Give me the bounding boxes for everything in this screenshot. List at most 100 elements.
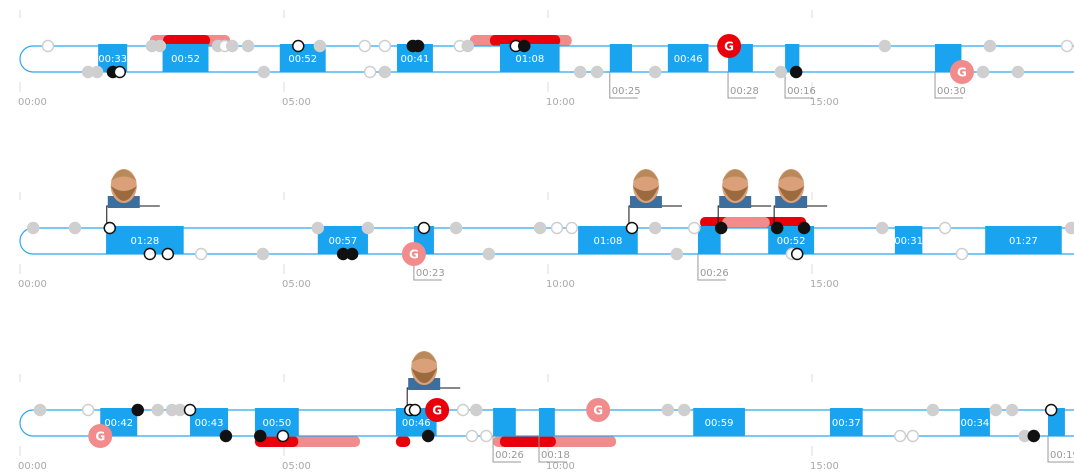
event-dot <box>677 403 691 417</box>
event-dot <box>461 39 474 53</box>
event-dot <box>573 65 587 79</box>
block-label: 01:28 <box>130 236 159 247</box>
goal-label: G <box>724 40 734 54</box>
event-dot <box>875 221 889 235</box>
event-dot <box>1027 429 1041 443</box>
block-label: 00:33 <box>98 54 127 65</box>
event-dot <box>257 65 271 79</box>
block-label: 00:41 <box>401 54 430 65</box>
event-dot <box>292 39 305 53</box>
event-dot <box>131 403 144 417</box>
block-label: 00:18 <box>541 450 570 461</box>
player-line <box>406 387 461 407</box>
event-dot <box>517 39 531 53</box>
event-dot <box>983 39 997 53</box>
block <box>493 408 516 436</box>
event-dot <box>241 39 255 53</box>
callout <box>609 72 638 99</box>
block-label: 00:31 <box>894 236 923 247</box>
player <box>773 169 828 225</box>
event-dot <box>1060 39 1074 53</box>
event-dot <box>358 39 372 53</box>
event-dot <box>955 247 969 261</box>
hair <box>722 169 749 181</box>
block <box>894 226 923 254</box>
beard <box>632 186 659 201</box>
block-label: 00:50 <box>262 418 291 429</box>
block-label: 00:42 <box>104 418 133 429</box>
event-dot <box>219 429 233 443</box>
goal <box>88 424 113 448</box>
event-dot <box>770 221 784 235</box>
event-dot <box>183 403 197 417</box>
event-dot <box>143 247 157 261</box>
hair <box>411 351 438 363</box>
x-tick-label: 05:00 <box>282 461 311 472</box>
callout <box>784 72 814 99</box>
event-dot <box>411 39 425 53</box>
block-label: 00:26 <box>495 450 524 461</box>
x-tick-label: 15:00 <box>810 461 839 472</box>
possession-bar <box>722 217 770 228</box>
player-line <box>628 205 682 225</box>
event-dot <box>469 403 483 417</box>
event-dot <box>774 65 788 79</box>
event-dot <box>161 247 175 261</box>
event-dot <box>893 429 907 443</box>
block-label: 01:27 <box>1009 236 1038 247</box>
event-dot <box>976 65 990 79</box>
track <box>19 45 1074 73</box>
block-label: 00:23 <box>416 268 445 279</box>
event-dot <box>41 39 55 53</box>
event-dot <box>625 221 639 235</box>
beard <box>722 186 749 201</box>
block <box>539 408 555 436</box>
goal <box>425 398 450 422</box>
event-dot <box>1005 403 1019 417</box>
beard <box>110 186 137 201</box>
callout <box>538 436 568 463</box>
x-tick-label: 00:00 <box>18 279 47 290</box>
callout <box>697 254 726 281</box>
x-tick-label: 15:00 <box>810 97 839 108</box>
x-tick-label: 05:00 <box>282 279 311 290</box>
callout <box>934 72 964 99</box>
event-dot <box>926 403 940 417</box>
possession-bar <box>163 35 211 46</box>
event-dot <box>688 221 701 235</box>
event-dot <box>408 403 422 417</box>
player <box>406 351 461 407</box>
event-dot <box>789 65 803 79</box>
event-dot <box>670 247 684 261</box>
callout <box>727 72 757 99</box>
block <box>667 44 709 72</box>
player-line <box>773 205 828 225</box>
event-dot <box>1064 221 1074 235</box>
event-dot <box>276 429 290 443</box>
block-label: 00:43 <box>195 418 224 429</box>
x-tick-label: 00:00 <box>18 461 47 472</box>
event-dot <box>590 65 604 79</box>
block-label: 00:25 <box>612 86 641 97</box>
event-dot <box>465 429 479 443</box>
event-dot <box>345 247 359 261</box>
block-label: 00:28 <box>730 86 759 97</box>
block <box>697 226 721 254</box>
x-tick-label: 15:00 <box>810 279 839 290</box>
event-dot <box>226 39 239 53</box>
event-dot <box>68 221 82 235</box>
goal <box>586 398 611 422</box>
block-label: 01:08 <box>515 54 544 65</box>
block-label: 00:46 <box>674 54 703 65</box>
possession-bar <box>499 436 556 447</box>
block-label: 00:52 <box>171 54 200 65</box>
block-label: 00:34 <box>960 418 989 429</box>
event-dot <box>989 403 1002 417</box>
x-tick-label: 05:00 <box>282 97 311 108</box>
callout <box>1047 436 1074 463</box>
track <box>19 409 1074 437</box>
block-label: 01:08 <box>594 236 623 247</box>
goal-label: G <box>95 430 105 444</box>
event-dot <box>311 221 325 235</box>
event-dot <box>113 65 127 79</box>
